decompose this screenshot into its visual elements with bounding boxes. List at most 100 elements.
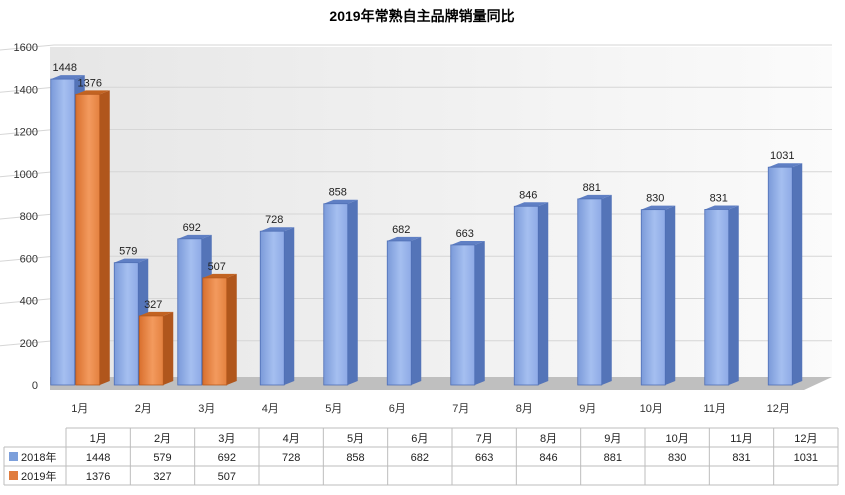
- data-label: 881: [583, 182, 601, 194]
- y-axis: 0 200 400 600 800 1000 1200 1400 1600: [14, 42, 38, 392]
- y-tick-label: 1400: [14, 84, 38, 96]
- legend-label: 2019年: [21, 469, 56, 483]
- table-cell: 579: [153, 452, 171, 464]
- bar-side: [226, 273, 237, 385]
- bar-side: [474, 240, 485, 385]
- bar-side: [792, 163, 803, 385]
- table-header: 2月: [154, 433, 171, 445]
- bar-side: [665, 205, 676, 385]
- data-label: 1031: [770, 150, 794, 162]
- bar-side: [284, 227, 295, 385]
- bar-top: [75, 90, 110, 95]
- bar-side: [601, 194, 612, 385]
- table-cell: 830: [668, 452, 686, 464]
- table-cell: 692: [218, 452, 236, 464]
- table-header: 5月: [347, 433, 364, 445]
- bar-2018年-6月: [386, 236, 422, 386]
- table-header: 11月: [730, 433, 752, 445]
- data-label: 830: [646, 193, 664, 205]
- bar-side: [728, 205, 739, 385]
- y-tick-label: 1000: [14, 169, 38, 181]
- bar-top: [641, 205, 676, 210]
- bar-front: [259, 230, 285, 386]
- bar-2018年-12月: [767, 163, 803, 386]
- data-label: 858: [329, 187, 347, 199]
- data-label: 682: [392, 224, 410, 236]
- table-cell: 728: [282, 452, 300, 464]
- table-cell: 858: [346, 452, 364, 464]
- table-cell: 682: [411, 452, 429, 464]
- legend-label: 2018年: [21, 450, 56, 464]
- gridline: [0, 298, 55, 304]
- table-cell: 1448: [86, 452, 110, 464]
- table-header: 1月: [90, 433, 107, 445]
- table-header: 12月: [794, 433, 817, 445]
- table-header: 6月: [411, 433, 428, 445]
- data-label: 728: [265, 214, 283, 226]
- bar-front: [113, 262, 139, 386]
- x-tick-label: 9月: [579, 403, 596, 415]
- y-tick-label: 800: [20, 211, 38, 223]
- data-table: 1月 2月 3月 4月 5月 6月 7月 8月 9月 10月 11月 12月 2018年 1448 579 6…: [3, 427, 839, 486]
- bar-2018年-8月: [513, 202, 549, 386]
- gridline: [0, 255, 55, 262]
- bar-2018年-7月: [450, 240, 485, 386]
- data-label: 663: [456, 228, 474, 240]
- bar-top: [323, 199, 358, 204]
- bar-top: [202, 273, 237, 278]
- x-tick-label: 12月: [767, 403, 790, 415]
- x-tick-label: 11月: [704, 403, 726, 415]
- bar-2018年-5月: [323, 199, 358, 386]
- bar-top: [177, 234, 212, 239]
- table-cell: 831: [732, 452, 750, 464]
- bar-top: [139, 311, 174, 316]
- bar-2018年-11月: [704, 205, 739, 386]
- bar-side: [538, 202, 549, 385]
- x-tick-label: 7月: [452, 403, 469, 415]
- table-header: 7月: [476, 433, 493, 445]
- floor: [50, 377, 832, 390]
- x-tick-label: 8月: [516, 403, 533, 415]
- bar-2019年-2月: [138, 311, 174, 386]
- bar-side: [99, 90, 110, 385]
- bar-top: [387, 236, 422, 241]
- table-cell: 1376: [86, 471, 110, 483]
- table-cell: 846: [539, 452, 557, 464]
- gridline: [0, 44, 55, 51]
- legend-swatch: [9, 452, 18, 461]
- bar-top: [260, 227, 295, 232]
- bar-front: [323, 203, 349, 386]
- y-tick-label: 1600: [14, 42, 38, 54]
- bar-top: [514, 202, 549, 207]
- x-tick-label: 4月: [262, 403, 279, 415]
- y-tick-label: 1200: [14, 127, 38, 139]
- data-label: 579: [119, 246, 137, 258]
- bar-front: [177, 238, 203, 386]
- table-header: 8月: [540, 433, 557, 445]
- y-tick-label: 600: [20, 253, 38, 265]
- bar-top: [704, 205, 739, 210]
- bar-2018年-9月: [577, 194, 612, 386]
- data-label: 692: [183, 222, 201, 234]
- table-header: 10月: [666, 433, 689, 445]
- table-cell: 507: [218, 471, 236, 483]
- x-tick-label: 6月: [389, 403, 406, 415]
- bar-2019年-1月: [75, 90, 110, 386]
- x-tick-label: 3月: [198, 403, 215, 415]
- bar-top: [768, 163, 803, 168]
- bar-front: [577, 198, 603, 386]
- bar-side: [347, 199, 358, 385]
- bar-top: [114, 258, 149, 263]
- legend-swatch: [9, 471, 18, 480]
- bar-front: [767, 166, 793, 386]
- x-tick-label: 2月: [135, 403, 152, 415]
- gridline: [0, 86, 55, 93]
- gridline: [0, 171, 55, 178]
- bar-front: [450, 244, 476, 386]
- bar-front: [386, 240, 412, 386]
- bar-2019年-3月: [202, 273, 237, 386]
- x-axis: 1月 2月 3月 4月 5月 6月 7月 8月 9月 10月 11月 12月: [71, 403, 790, 415]
- data-label: 846: [519, 189, 537, 201]
- data-label: 507: [208, 261, 226, 273]
